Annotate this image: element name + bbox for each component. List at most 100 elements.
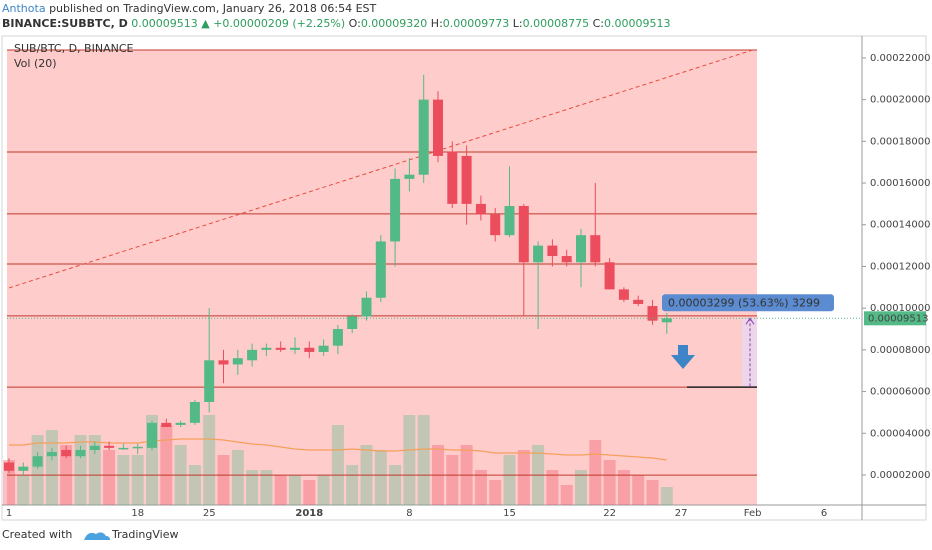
volume-label: Vol (20) xyxy=(14,57,57,70)
candle-body xyxy=(204,360,215,402)
candle-body xyxy=(490,214,501,236)
change: +0.00000209 (+2.25%) xyxy=(213,17,345,30)
candle-body xyxy=(647,306,658,321)
header-line-1: Anthota published on TradingView.com, Ja… xyxy=(2,2,377,15)
candle-body xyxy=(75,449,86,457)
candle-body xyxy=(618,289,629,300)
candle-body xyxy=(304,347,315,352)
volume-bar xyxy=(303,480,316,505)
candle-body xyxy=(475,203,486,215)
y-tick-label: 0.00020000 xyxy=(870,95,930,106)
volume-bar xyxy=(3,460,15,505)
y-tick-label: 0.00008000 xyxy=(870,345,930,356)
volume-ma xyxy=(9,438,667,461)
candle-body xyxy=(390,178,401,242)
measure-label: 0.00003299 (53.63%) 3299 xyxy=(668,296,820,309)
y-tick-label: 0.00016000 xyxy=(870,178,930,189)
y-tick-label: 0.00018000 xyxy=(870,136,930,147)
x-tick-label: 1 xyxy=(6,508,12,519)
published: published on TradingView.com, January 26… xyxy=(49,2,376,15)
volume-bar xyxy=(131,455,144,505)
volume-bar xyxy=(17,475,30,505)
candle-body xyxy=(361,297,372,317)
candle-body xyxy=(604,262,615,290)
candle-body xyxy=(189,401,200,423)
volume-bar xyxy=(603,460,616,505)
candle-body xyxy=(447,151,458,204)
volume-bar xyxy=(317,475,330,505)
x-tick-label: 8 xyxy=(406,508,412,519)
volume-bar xyxy=(217,455,230,505)
y-tick-label: 0.00010000 xyxy=(870,303,930,314)
candle-body xyxy=(104,445,115,448)
volume-bar xyxy=(160,425,173,505)
volume-bar xyxy=(274,475,287,505)
volume-bar xyxy=(617,470,630,505)
volume-bar xyxy=(88,435,101,505)
x-tick-label: 22 xyxy=(603,508,616,519)
x-tick-label: 25 xyxy=(203,508,216,519)
candle-body xyxy=(147,422,157,448)
volume-bar xyxy=(117,455,130,505)
volume-bar xyxy=(646,480,659,505)
plot: 0.00002000 0.00004000 0.00006000 0.00008000… xyxy=(2,36,930,520)
volume-bar xyxy=(289,475,301,505)
author[interactable]: Anthota xyxy=(2,2,46,15)
volume-bar xyxy=(589,440,602,505)
brand[interactable]: TradingView xyxy=(111,528,178,541)
y-tick-label: 0.00006000 xyxy=(870,387,930,398)
measure-zone xyxy=(742,318,757,388)
volume-bar xyxy=(560,485,573,505)
candle-body xyxy=(561,256,572,263)
candle-body xyxy=(4,462,14,471)
up-arrow: ▲ xyxy=(201,17,210,30)
volume-bar xyxy=(31,435,44,505)
candle-body xyxy=(275,347,286,350)
volume-bar xyxy=(203,415,216,505)
candle-body xyxy=(175,422,186,425)
quote-label: L: xyxy=(513,17,523,30)
candle-body xyxy=(404,174,415,179)
x-tick-label: 18 xyxy=(131,508,144,519)
last-price-label: 0.00009513 xyxy=(868,313,928,324)
last-price-box xyxy=(864,311,926,326)
candle-body xyxy=(218,360,229,365)
quote-value: 0.00009320 xyxy=(361,17,427,30)
x-tick-label: 27 xyxy=(675,508,688,519)
volume-bar xyxy=(632,475,645,505)
quote-value: 0.00009513 xyxy=(604,17,670,30)
candle-body xyxy=(318,345,329,352)
symbol: BINANCE:SUBBTC, D xyxy=(2,17,128,30)
candle-body xyxy=(576,235,586,263)
quote-label: H: xyxy=(431,17,443,30)
quote-label: C: xyxy=(593,17,604,30)
volume-bar xyxy=(489,480,502,505)
volume-bar xyxy=(389,465,402,505)
measure-arrowhead xyxy=(745,317,755,325)
candle-body xyxy=(161,422,172,428)
candle-body xyxy=(418,99,429,175)
x-tick-label: Feb xyxy=(744,508,762,519)
candle-body xyxy=(132,446,143,449)
volume-bar xyxy=(660,487,673,505)
candle-body xyxy=(590,235,601,263)
y-tick-label: 0.00022000 xyxy=(870,53,930,64)
volume-bar xyxy=(331,425,344,505)
candle-body xyxy=(504,205,515,236)
candle-body xyxy=(461,155,472,204)
volume-bar xyxy=(575,470,587,505)
x-tick-label: 2018 xyxy=(295,508,323,519)
candle-body xyxy=(375,241,386,298)
tv-logo xyxy=(84,532,110,540)
volume-bar xyxy=(546,470,559,505)
down-arrow xyxy=(671,345,695,369)
x-tick-label: 15 xyxy=(503,508,516,519)
candle-body xyxy=(32,456,43,467)
created-with: Created with xyxy=(2,528,72,541)
y-tick-label: 0.00012000 xyxy=(870,261,930,272)
volume-bar xyxy=(403,415,416,505)
y-tick-label: 0.00004000 xyxy=(870,428,930,439)
candle-body xyxy=(332,329,343,346)
